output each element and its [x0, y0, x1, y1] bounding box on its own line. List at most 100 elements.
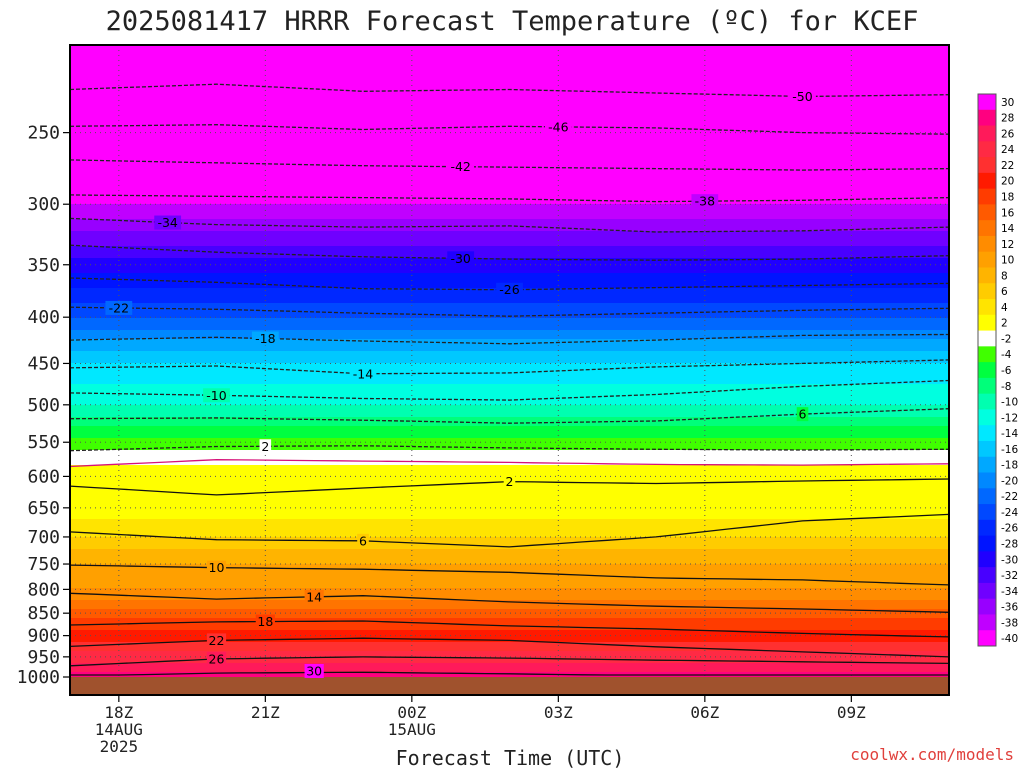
colorbar-swatch	[978, 440, 996, 458]
temperature-band	[70, 603, 949, 607]
temperature-band	[70, 663, 949, 667]
colorbar-label: -12	[1001, 412, 1018, 424]
temperature-band	[70, 138, 949, 142]
contour-line	[70, 333, 949, 345]
temperature-band	[70, 453, 949, 457]
contour-label: -42	[450, 159, 470, 174]
y-tick-label: 500	[27, 395, 60, 416]
contour-line	[70, 217, 949, 233]
credit-text[interactable]: coolwx.com/models	[850, 745, 1014, 764]
temperature-band	[70, 363, 949, 367]
temperature-band	[70, 321, 949, 325]
colorbar-label: 6	[1001, 286, 1008, 298]
temperature-band	[70, 114, 949, 118]
y-tick-label: 900	[27, 626, 60, 647]
y-tick-label: 350	[27, 255, 60, 276]
temperature-band	[70, 123, 949, 127]
temperature-band	[70, 150, 949, 154]
contour-line	[70, 592, 949, 613]
temperature-band	[70, 519, 949, 523]
temperature-band	[70, 303, 949, 307]
temperature-band	[70, 180, 949, 184]
temperature-band	[70, 240, 949, 244]
temperature-band	[70, 579, 949, 583]
temperature-band	[70, 144, 949, 148]
colorbar-label: -6	[1001, 365, 1012, 377]
temperature-band	[70, 207, 949, 211]
temperature-band	[70, 654, 949, 658]
temperature-band	[70, 357, 949, 361]
temperature-band	[70, 102, 949, 106]
temperature-band	[70, 588, 949, 592]
contour-label: 18	[257, 614, 273, 629]
chart-title: 2025081417 HRRR Forecast Temperature (ºC…	[106, 6, 919, 37]
ground-surface	[70, 677, 949, 695]
temperature-band	[70, 243, 949, 247]
colorbar-swatch	[978, 409, 996, 426]
colorbar-label: 2	[1001, 318, 1008, 330]
temperature-band	[70, 504, 949, 508]
colorbar-label: -18	[1001, 460, 1018, 472]
temperature-band	[70, 591, 949, 595]
temperature-band	[70, 621, 949, 625]
temperature-band	[70, 555, 949, 559]
temperature-band	[70, 651, 949, 655]
temperature-band	[70, 90, 949, 94]
temperature-band	[70, 675, 949, 679]
temperature-band	[70, 198, 949, 202]
contour-label: -26	[499, 282, 519, 297]
temperature-band	[70, 585, 949, 589]
temperature-band	[70, 105, 949, 109]
temperature-band	[70, 531, 949, 535]
temperature-band	[70, 261, 949, 265]
contour-label-background	[447, 159, 475, 174]
y-tick-label: 250	[27, 123, 60, 144]
contour-label-background	[357, 533, 369, 548]
contour-line	[70, 359, 949, 375]
temperature-band	[70, 228, 949, 232]
temperature-band	[70, 465, 949, 469]
temperature-band	[70, 99, 949, 103]
temperature-band	[70, 384, 949, 388]
colorbar-swatch	[978, 472, 996, 489]
temperature-band	[70, 411, 949, 415]
contour-label-background	[496, 282, 523, 297]
plot-frame	[69, 44, 950, 696]
contour-line	[70, 124, 949, 135]
temperature-band	[70, 405, 949, 409]
temperature-band	[70, 345, 949, 349]
contour-line	[70, 306, 949, 317]
temperature-band	[70, 264, 949, 268]
y-tick-label: 300	[27, 194, 60, 215]
colorbar-swatch	[978, 456, 996, 474]
temperature-band	[70, 66, 949, 70]
temperature-band	[70, 366, 949, 370]
temperature-band	[70, 195, 949, 199]
colorbar: 30 28 26 24 22 20 18 16 14 12 10 8 6 4 2 -2 -4 -6 -8 -10 -12…	[977, 93, 1018, 647]
temperature-band	[70, 45, 949, 49]
temperature-band	[70, 168, 949, 172]
temperature-band	[70, 135, 949, 139]
colorbar-label: -40	[1001, 633, 1018, 645]
temperature-band	[70, 552, 949, 556]
colorbar-swatch	[978, 220, 996, 237]
colorbar-label: 16	[1001, 207, 1015, 219]
temperature-band	[70, 561, 949, 565]
temperature-band	[70, 351, 949, 355]
contour-label: 30	[306, 664, 322, 679]
temperature-band	[70, 51, 949, 55]
temperature-band	[70, 396, 949, 400]
temperature-band	[70, 72, 949, 76]
temperature-band	[70, 513, 949, 517]
temperature-band	[70, 438, 949, 442]
contour-line	[70, 159, 949, 171]
colorbar-swatch	[978, 614, 996, 631]
contour-label: -14	[353, 366, 373, 381]
temperature-band	[70, 441, 949, 445]
colorbar-swatch	[978, 94, 996, 111]
temperature-band	[70, 582, 949, 586]
temperature-band	[70, 501, 949, 505]
temperature-band	[70, 507, 949, 511]
contour-label: -22	[109, 300, 129, 315]
x-tick-label: 09Z	[837, 703, 866, 722]
